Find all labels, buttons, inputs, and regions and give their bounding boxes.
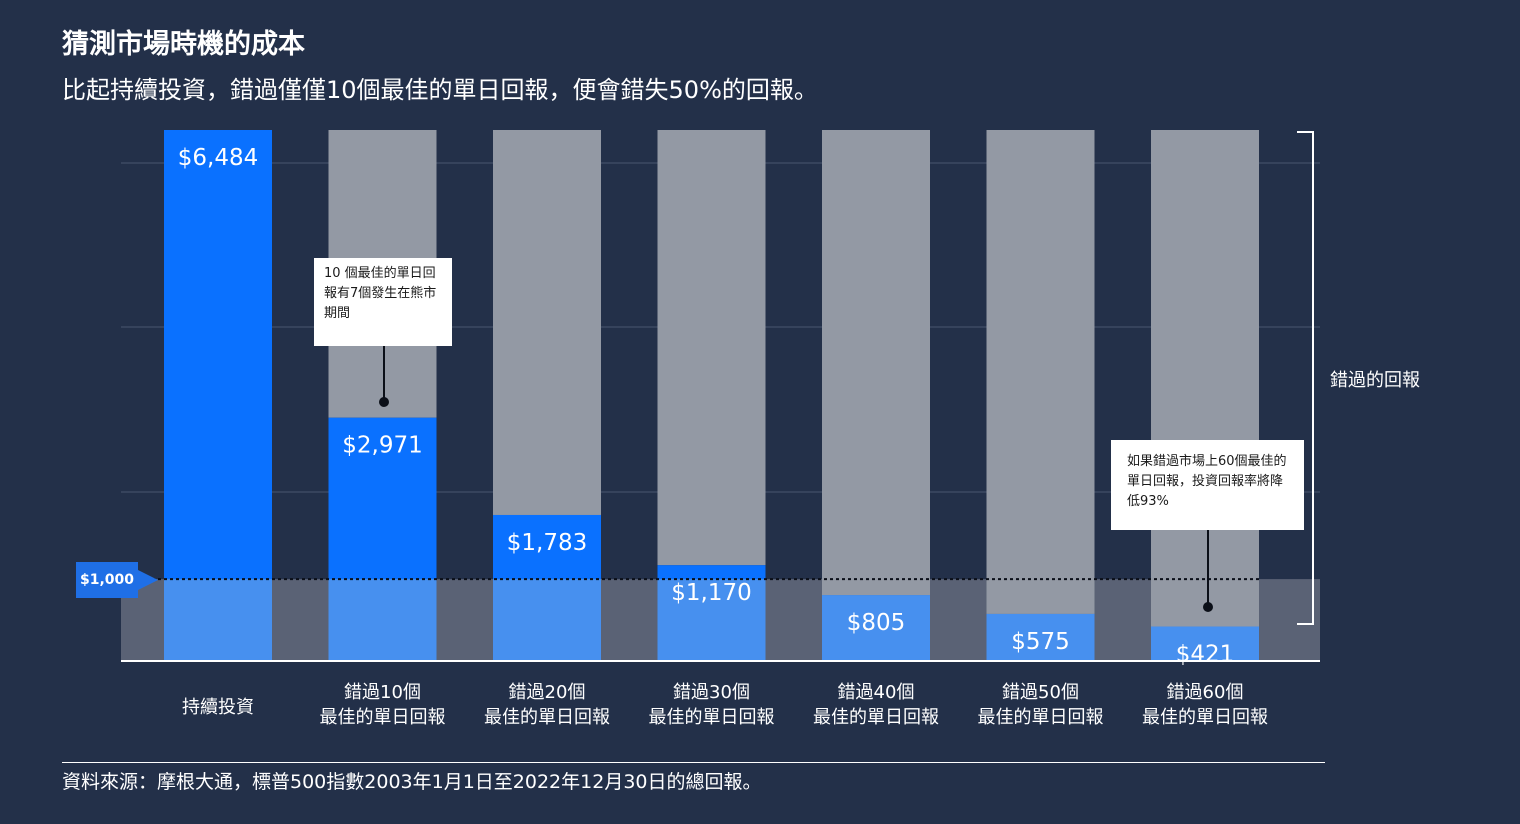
value-label-0: $6,484 <box>178 145 258 171</box>
missed-bar-2 <box>493 130 601 515</box>
category-label-4-1: 最佳的單日回報 <box>813 707 939 728</box>
value-bar-base-2 <box>493 579 601 661</box>
value-label-4: $805 <box>847 610 906 636</box>
category-label-3-0: 錯過30個 <box>673 682 750 703</box>
value-bar-5 <box>986 613 1095 661</box>
source-note: 資料來源：摩根大通，標普500指數2003年1月1日至2022年12月30日的總… <box>62 771 762 793</box>
chart-subtitle: 比起持續投資，錯過僅僅10個最佳的單日回報，便會錯失50%的回報。 <box>62 76 818 104</box>
missed-returns-bracket <box>1297 131 1314 625</box>
value-bar-base-1 <box>328 579 437 661</box>
category-label-1-0: 錯過10個 <box>344 682 421 703</box>
missed-bar-4 <box>822 130 930 596</box>
value-label-5: $575 <box>1011 629 1070 655</box>
value-bar-base-0 <box>164 579 272 661</box>
category-label-6-1: 最佳的單日回報 <box>1142 707 1268 728</box>
chart-title: 猜測市場時機的成本 <box>62 29 305 60</box>
value-bar-6 <box>1151 626 1259 661</box>
value-bar-base-3 <box>657 579 766 661</box>
category-label-0-0: 持續投資 <box>182 697 254 718</box>
annotation1-dot <box>379 397 389 407</box>
category-label-2-0: 錯過20個 <box>509 682 586 703</box>
source-divider <box>62 762 1325 763</box>
missed-bar-5 <box>986 130 1095 614</box>
category-label-3-1: 最佳的單日回報 <box>649 707 775 728</box>
missed-bar-3 <box>657 130 766 566</box>
value-bar-4 <box>822 595 930 661</box>
category-label-6-0: 錯過60個 <box>1167 682 1244 703</box>
category-label-4-0: 錯過40個 <box>838 682 915 703</box>
annotation-bear-market: 10 個最佳的單日回報有7個發生在熊市期間 <box>314 258 452 346</box>
annotation-missed-60: 如果錯過市場上60個最佳的單日回報，投資回報率將降低93% <box>1111 440 1304 530</box>
annotation2-dot <box>1203 602 1213 612</box>
category-label-5-0: 錯過50個 <box>1002 682 1079 703</box>
value-label-6: $421 <box>1176 642 1235 668</box>
value-label-1: $2,971 <box>342 433 422 459</box>
category-label-1-1: 最佳的單日回報 <box>320 707 446 728</box>
value-label-2: $1,783 <box>507 530 587 556</box>
value-bar-0 <box>164 130 272 661</box>
baseline-tag: $1,000 <box>76 562 158 598</box>
category-label-2-1: 最佳的單日回報 <box>484 707 610 728</box>
missed-returns-label: 錯過的回報 <box>1330 370 1420 391</box>
missed-bar-6 <box>1151 130 1259 627</box>
value-label-3: $1,170 <box>671 580 751 606</box>
category-label-5-1: 最佳的單日回報 <box>978 707 1104 728</box>
